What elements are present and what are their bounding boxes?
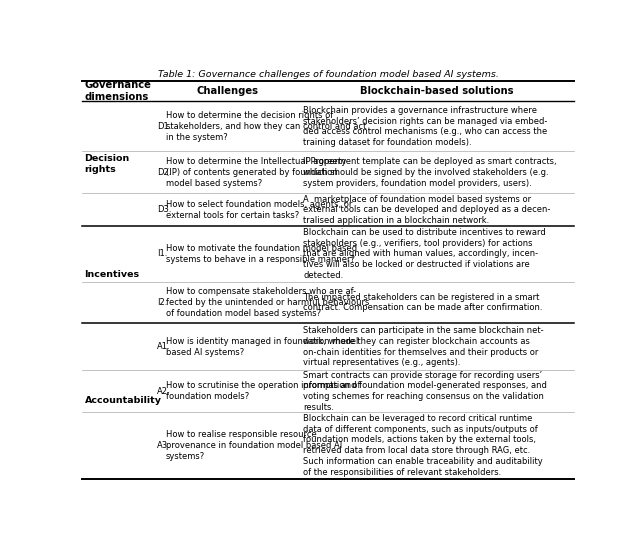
Text: How to realise responsible resource
provenance in foundation model based AI
syst: How to realise responsible resource prov… [166,430,342,461]
Text: D1.: D1. [157,122,172,131]
Text: How to scrutinise the operation information of
foundation models?: How to scrutinise the operation informat… [166,381,360,401]
Text: How to motivate the foundation model based
systems to behave in a responsible ma: How to motivate the foundation model bas… [166,244,357,264]
Text: I2.: I2. [157,298,167,307]
Text: Smart contracts can provide storage for recording users’
prompts and foundation : Smart contracts can provide storage for … [303,370,547,412]
Text: Decision
rights: Decision rights [84,154,130,173]
Text: How is identity managed in foundation model
based AI systems?: How is identity managed in foundation mo… [166,337,358,357]
Text: How to determine the Intellectual Property
(IP) of contents generated by foundat: How to determine the Intellectual Proper… [166,157,346,187]
Text: A2.: A2. [157,387,170,396]
Text: Blockchain-based solutions: Blockchain-based solutions [360,86,514,96]
Text: The impacted stakeholders can be registered in a smart
contract. Compensation ca: The impacted stakeholders can be registe… [303,293,543,312]
Text: Accountability: Accountability [84,396,161,406]
Text: I1.: I1. [157,249,167,259]
Text: Stakeholders can participate in the same blockchain net-
work, where they can re: Stakeholders can participate in the same… [303,326,544,368]
Text: Challenges: Challenges [196,86,259,96]
Text: Blockchain can be leveraged to record critical runtime
data of different compone: Blockchain can be leveraged to record cr… [303,414,543,477]
Text: Incentives: Incentives [84,271,140,279]
Text: How to select foundation models, agents, or
external tools for certain tasks?: How to select foundation models, agents,… [166,200,352,220]
Text: How to determine the decision rights of
stakeholders, and how they can control a: How to determine the decision rights of … [166,111,366,141]
Text: A1.: A1. [157,342,170,352]
Text: Blockchain provides a governance infrastructure where
stakeholders’ decision rig: Blockchain provides a governance infrast… [303,106,548,147]
Text: Table 1: Governance challenges of foundation model based AI systems.: Table 1: Governance challenges of founda… [157,70,499,79]
Text: D3.: D3. [157,205,172,214]
Text: How to compensate stakeholders who are af-
fected by the unintended or harmful b: How to compensate stakeholders who are a… [166,287,369,318]
Text: Blockchain can be used to distribute incentives to reward
stakeholders (e.g., ve: Blockchain can be used to distribute inc… [303,228,546,280]
Text: Governance
dimensions: Governance dimensions [84,80,151,102]
Text: A3.: A3. [157,441,171,450]
Text: IP agreement template can be deployed as smart contracts,
which should be signed: IP agreement template can be deployed as… [303,157,557,187]
Text: A  marketplace of foundation model based systems or
external tools can be develo: A marketplace of foundation model based … [303,194,550,225]
Text: D2.: D2. [157,168,172,177]
